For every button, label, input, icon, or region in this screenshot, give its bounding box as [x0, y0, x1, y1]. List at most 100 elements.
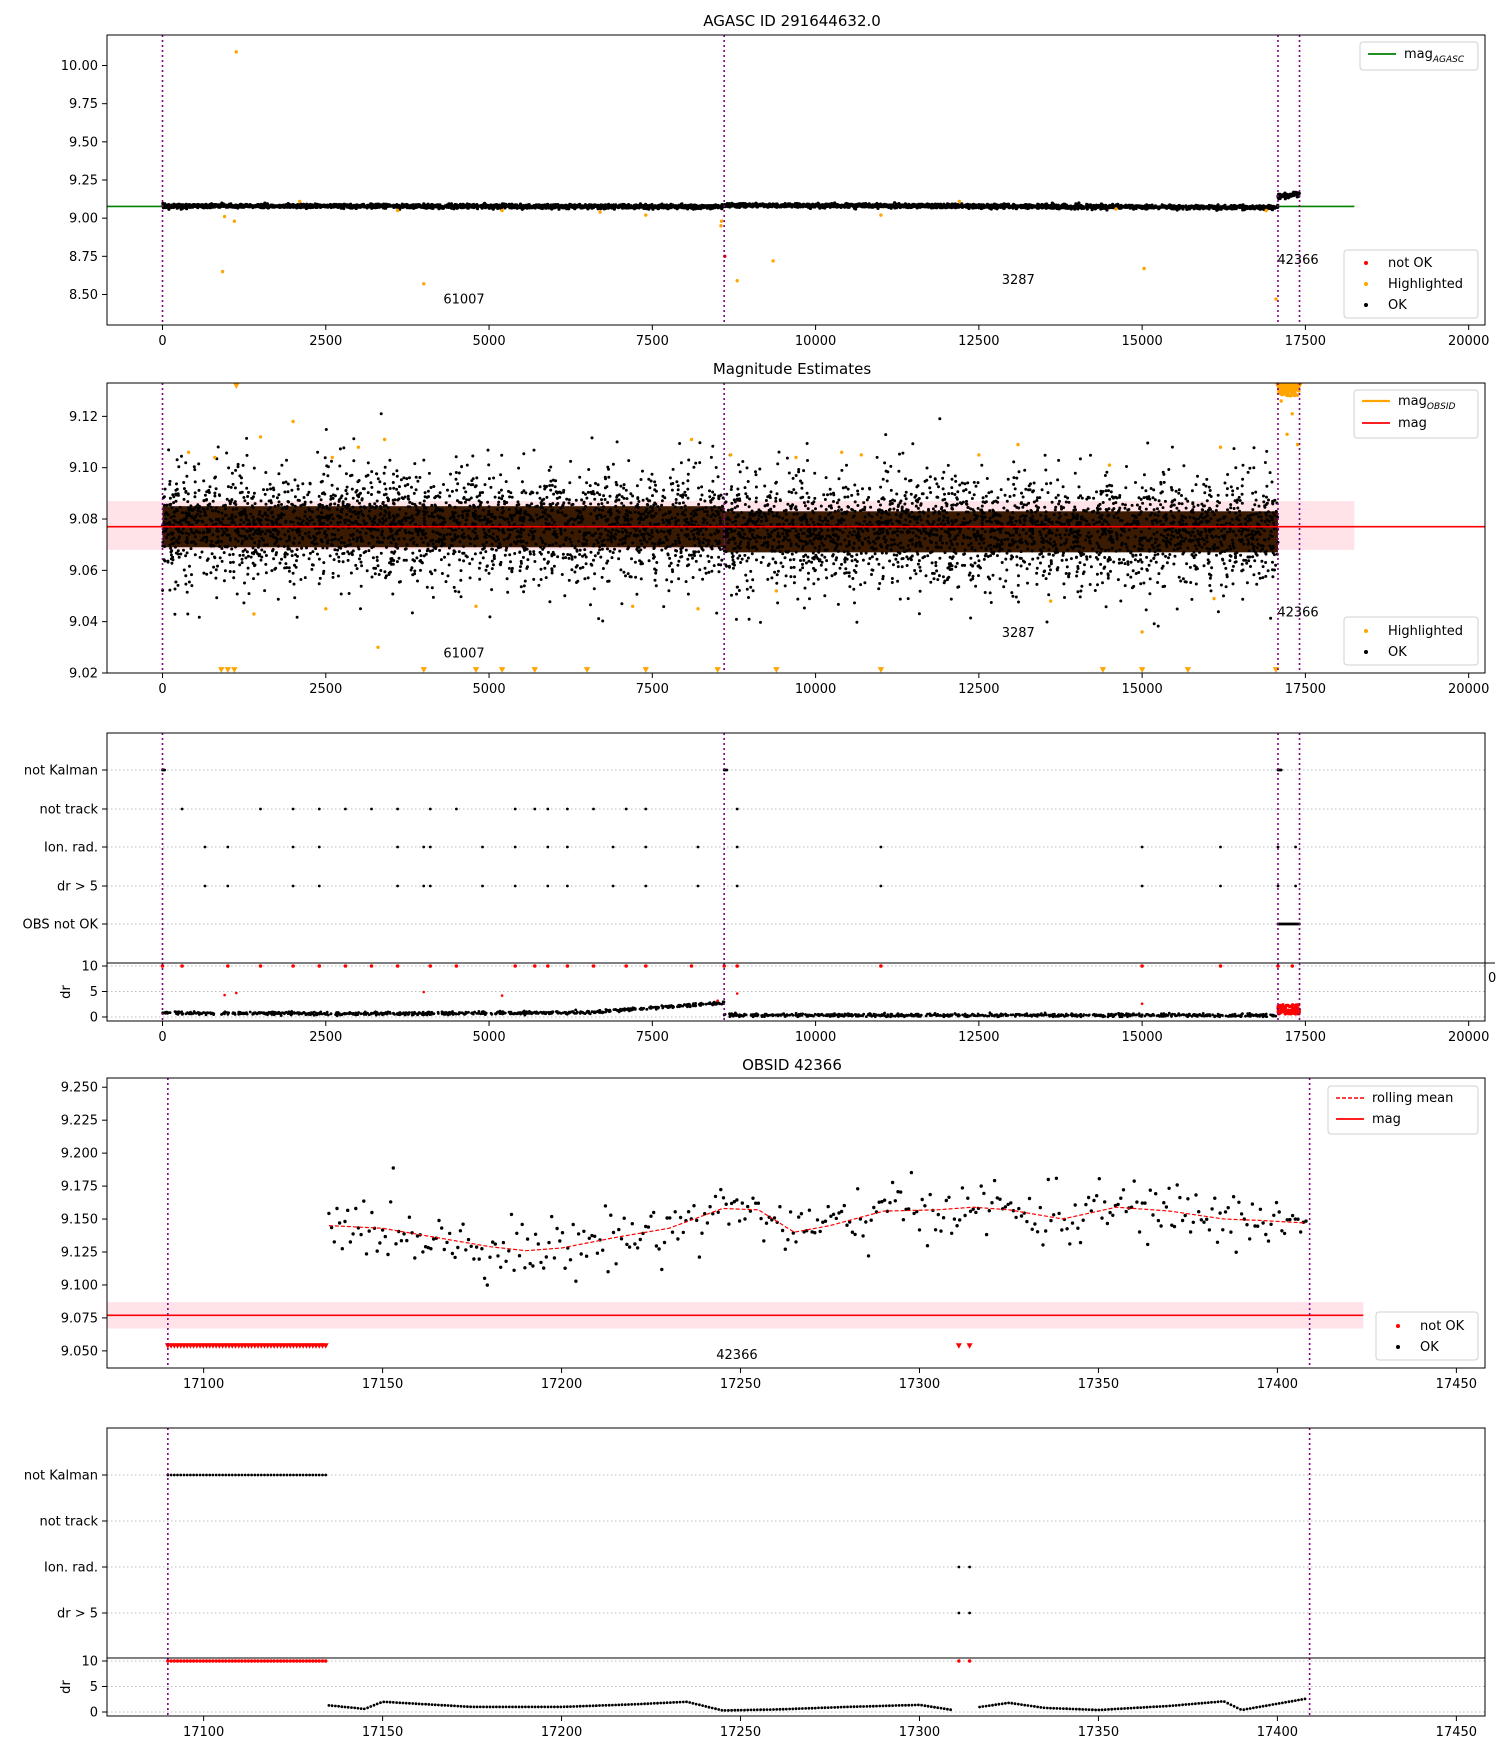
x-tick-label: 17300: [899, 1725, 940, 1740]
y-tick-label: 9.50: [69, 135, 98, 150]
not-ok-limit-marker: [322, 1343, 329, 1349]
y-tick-label: 8.50: [69, 288, 98, 303]
highlighted-limit-marker: [1099, 667, 1107, 673]
x-tick-label: 17500: [1285, 1030, 1326, 1045]
legend-mag-obsid-label: magOBSID: [1398, 394, 1456, 412]
legend-mag-label: mag: [1398, 416, 1427, 431]
panel-estimates-title: Magnitude Estimates: [713, 360, 871, 378]
dr-area: [107, 963, 1485, 1021]
y-tick-label: 9.12: [69, 410, 98, 425]
highlighted-limit-marker: [472, 667, 480, 673]
highlighted-limit-marker: [714, 667, 721, 673]
x-tick-label: 17100: [183, 1725, 224, 1740]
dr-ylabel: dr: [59, 985, 74, 999]
legend-highlighted-marker: [1364, 629, 1368, 633]
legend-ok-label: OK: [1420, 1340, 1439, 1355]
y-tick-label: 9.075: [61, 1311, 98, 1326]
highlighted-limit-marker: [233, 383, 240, 389]
legend-box: [1343, 616, 1479, 666]
plot-area: 61007 3287 42366: [107, 383, 1485, 673]
y-tick-label: 9.125: [61, 1246, 98, 1261]
flags-area: [107, 733, 1485, 963]
dr-ok-points: [161, 1000, 1278, 1019]
legend-ok-marker: [1364, 303, 1368, 307]
obsid-label: 42366: [1277, 253, 1318, 268]
legend-ok-marker: [1364, 650, 1368, 654]
legend-mag-agasc-label: magAGASC: [1404, 47, 1465, 65]
y-tick-label: 9.02: [69, 667, 98, 682]
obsid-label: 61007: [443, 647, 484, 662]
panel-agasc-title: AGASC ID 291644632.0: [703, 12, 881, 30]
y-tick-label: 9.200: [61, 1147, 98, 1162]
panel-obsid: OBSID 42366 42366 17100 17150 17200 17250 173…: [61, 1056, 1486, 1392]
legend-not-ok-label: not OK: [1420, 1319, 1465, 1334]
y-tick-label: 9.175: [61, 1180, 98, 1195]
x-tick-label: 0: [158, 1030, 166, 1045]
y-tick-label: 0: [90, 1706, 98, 1721]
y-tick-label: 9.150: [61, 1213, 98, 1228]
x-tick-label: 17200: [541, 1725, 582, 1740]
ok-points: [161, 190, 1301, 212]
dr-area: [107, 1658, 1485, 1716]
x-tick-label: 17500: [1285, 682, 1326, 697]
x-tick-label: 17400: [1257, 1377, 1298, 1392]
dr-ok-points: [327, 1697, 1307, 1712]
x-tick-label: 20000: [1448, 682, 1489, 697]
y-tick-label: 5: [90, 985, 98, 1000]
legend-not-ok-marker: [1364, 261, 1368, 265]
legend-highlighted-label: Highlighted: [1388, 624, 1463, 639]
highlighted-limit-marker: [773, 667, 780, 673]
flag-row-label: not track: [39, 1515, 98, 1530]
highlighted-limit-marker: [224, 667, 232, 673]
flag-row-label: Ion. rad.: [44, 1561, 98, 1576]
ok-points: [161, 412, 1280, 628]
x-tick-label: 17100: [183, 1377, 224, 1392]
flag-points: [166, 1473, 971, 1615]
x-tick-label: 17150: [362, 1377, 403, 1392]
ok-points: [327, 1166, 1308, 1287]
y-tick-label: 10.00: [61, 59, 98, 74]
axes-frame: [106, 1077, 1486, 1369]
legend-box: [1343, 249, 1479, 319]
plot-area: 61007 3287 42366: [107, 35, 1355, 325]
panel-obsid-flags: not Kalman not track Ion. rad. dr > 5 0 5 10 dr…: [24, 1427, 1486, 1740]
x-tick-label: 5000: [473, 1030, 506, 1045]
obsid-label: 3287: [1002, 626, 1035, 641]
x-tick-label: 17300: [899, 1377, 940, 1392]
x-tick-label: 10000: [795, 1030, 836, 1045]
x-tick-label: 20000: [1448, 334, 1489, 349]
x-tick-label: 17400: [1257, 1725, 1298, 1740]
x-tick-label: 0: [158, 682, 166, 697]
panel-obsid-title: OBSID 42366: [742, 1056, 842, 1074]
y-tick-label: 9.250: [61, 1081, 98, 1096]
highlighted-limit-marker: [1184, 667, 1192, 673]
highlighted-limit-marker: [642, 667, 649, 673]
x-tick-label: 7500: [636, 1030, 669, 1045]
obsid-label: 3287: [1002, 273, 1035, 288]
flags-area: [107, 1428, 1485, 1658]
y-tick-label: 9.08: [69, 513, 98, 528]
x-tick-label: 5000: [473, 682, 506, 697]
x-tick-label: 17350: [1078, 1725, 1119, 1740]
legend-ok-label: OK: [1388, 645, 1407, 660]
plot-area: 42366: [107, 1078, 1364, 1368]
x-tick-label: 15000: [1121, 1030, 1162, 1045]
y-tick-label: 9.06: [69, 564, 98, 579]
x-tick-label: 17250: [720, 1377, 761, 1392]
x-tick-label: 0: [158, 334, 166, 349]
y-tick-label: 9.050: [61, 1344, 98, 1359]
x-tick-label: 10000: [795, 334, 836, 349]
x-tick-label: 17200: [541, 1377, 582, 1392]
highlighted-limit-marker: [531, 667, 538, 673]
flag-row-label: OBS not OK: [23, 918, 99, 933]
panel-flags: not Kalman not track Ion. rad. dr > 5 OBS no…: [23, 732, 1496, 1045]
axes-frame: [106, 382, 1486, 674]
y-tick-label: 9.75: [69, 97, 98, 112]
x-tick-label: 17450: [1436, 1725, 1477, 1740]
y-tick-label: 10: [81, 960, 98, 975]
x-tick-label: 7500: [636, 334, 669, 349]
x-tick-label: 2500: [309, 1030, 342, 1045]
flag-row-label: dr > 5: [57, 880, 98, 895]
dr-cut-label: 0: [1488, 971, 1496, 986]
